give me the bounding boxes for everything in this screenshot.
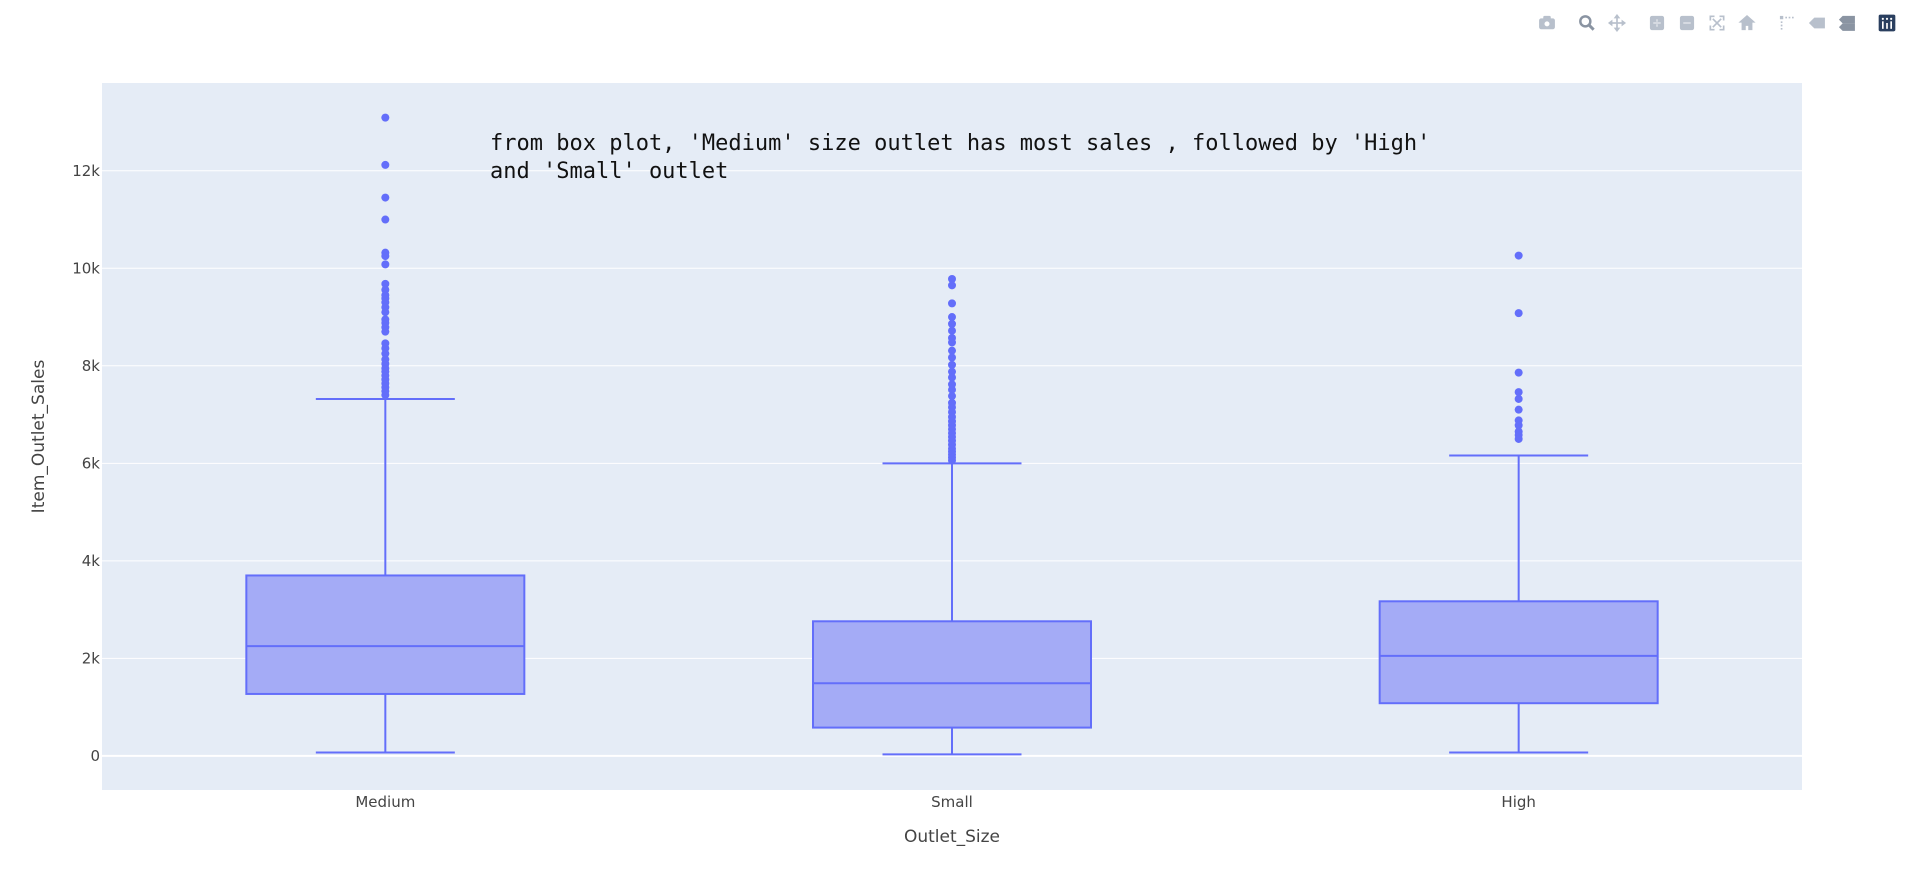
x-tick-label: Small <box>931 793 973 811</box>
outlier-point <box>381 215 390 224</box>
outlier-point <box>1514 434 1523 443</box>
outlier-point <box>381 349 390 358</box>
outlier-point <box>381 260 390 269</box>
reset-axes-icon <box>1738 14 1756 31</box>
reset-axes-button[interactable] <box>1734 10 1760 36</box>
outlier-point <box>948 326 956 335</box>
camera-icon <box>1539 15 1555 30</box>
box-small <box>812 275 1092 756</box>
y-axis-title: Item_Outlet_Sales <box>29 360 49 514</box>
outlier-point <box>381 193 390 202</box>
outlier-point <box>948 367 956 376</box>
hover-closest-icon <box>1808 17 1825 29</box>
y-tick-label: 0 <box>90 747 100 765</box>
y-tick-label: 6k <box>82 454 101 472</box>
x-axis-ticks: Medium Small High <box>355 793 1536 811</box>
hover-closest-button[interactable] <box>1804 10 1830 36</box>
outlier-point <box>381 327 390 336</box>
x-tick-label: Medium <box>355 793 415 811</box>
y-tick-label: 4k <box>82 552 101 570</box>
pan-icon <box>1607 13 1627 33</box>
iqr-box <box>1378 600 1659 705</box>
outlier-point <box>381 391 390 400</box>
iqr-box <box>245 574 526 695</box>
y-tick-label: 10k <box>72 259 100 277</box>
y-tick-label: 2k <box>82 649 101 667</box>
zoom-in-icon <box>1649 15 1665 31</box>
annotation: from box plot, 'Medium' size outlet has … <box>490 131 1444 184</box>
y-tick-label: 8k <box>82 357 101 375</box>
outlier-point <box>948 456 956 465</box>
pan-button[interactable] <box>1604 10 1630 36</box>
zoom-button[interactable] <box>1574 10 1600 36</box>
iqr-box <box>812 620 1092 729</box>
zoom-out-icon <box>1679 15 1695 31</box>
modebar <box>1534 10 1900 36</box>
camera-button[interactable] <box>1534 10 1560 36</box>
outlier-point <box>381 113 390 122</box>
outlier-point <box>381 252 390 261</box>
outlier-point <box>948 353 956 362</box>
outlier-point <box>1514 405 1523 414</box>
autoscale-icon <box>1709 15 1725 31</box>
zoom-in-button[interactable] <box>1644 10 1670 36</box>
outlier-point <box>948 313 956 322</box>
outlier-point <box>948 360 956 369</box>
zoom-out-button[interactable] <box>1674 10 1700 36</box>
autoscale-button[interactable] <box>1704 10 1730 36</box>
spike-lines-button[interactable] <box>1774 10 1800 36</box>
box-medium <box>245 113 526 754</box>
annotation-line-1: from box plot, 'Medium' size outlet has … <box>490 131 1430 156</box>
outlier-point <box>948 319 956 328</box>
outlier-point <box>948 281 956 290</box>
outlier-point <box>381 279 390 288</box>
x-axis-title: Outlet_Size <box>904 827 1000 847</box>
outlier-point <box>1514 394 1523 403</box>
spike-lines-icon <box>1779 15 1794 30</box>
outlier-point <box>381 308 390 317</box>
outlier-point <box>948 373 956 382</box>
outlier-point <box>381 160 390 169</box>
box-high <box>1378 251 1659 754</box>
outlier-point <box>948 338 956 347</box>
hover-compare-button[interactable] <box>1834 10 1860 36</box>
outlier-point <box>948 385 956 394</box>
outlier-point <box>1514 421 1523 430</box>
hover-compare-icon <box>1838 15 1855 31</box>
boxes <box>245 113 1659 756</box>
outlier-point <box>948 299 956 308</box>
outlier-point <box>948 346 956 355</box>
y-axis-ticks: 0 2k 4k 6k 8k 10k 12k <box>72 162 100 765</box>
outlier-point <box>1514 388 1523 397</box>
plotly-logo-icon <box>1878 14 1896 32</box>
outlier-point <box>948 275 956 284</box>
outlier-point <box>1514 309 1523 318</box>
plotly-logo-button[interactable] <box>1874 10 1900 36</box>
outlier-point <box>1514 368 1523 377</box>
x-tick-label: High <box>1501 793 1535 811</box>
y-tick-label: 12k <box>72 162 100 180</box>
outlier-point <box>1514 251 1523 260</box>
outlier-point <box>948 392 956 401</box>
annotation-line-2: and 'Small' outlet <box>490 159 728 184</box>
zoom-icon <box>1579 15 1595 31</box>
